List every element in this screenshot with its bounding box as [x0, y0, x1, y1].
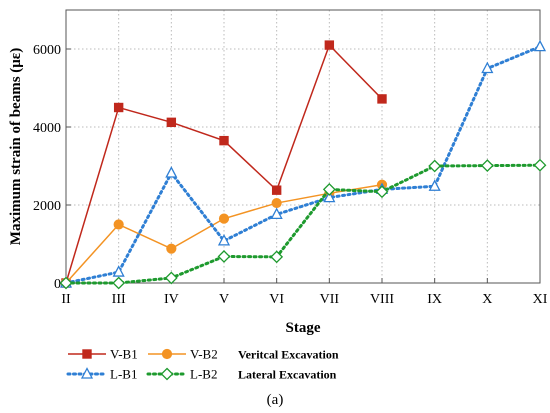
point-circle: [218, 213, 230, 224]
point-square: [271, 185, 282, 195]
point-triangle: [533, 39, 547, 52]
x-tick-label: IV: [164, 292, 179, 307]
point-circle: [113, 219, 124, 230]
point-triangle: [270, 207, 283, 220]
point-diamond: [164, 271, 178, 285]
legend-label: V-B2: [190, 347, 218, 362]
point-triangle: [217, 233, 231, 246]
x-axis-title: Stage: [286, 320, 321, 336]
series-l-b2: [59, 158, 547, 290]
x-tick-label: V: [219, 292, 229, 307]
point-triangle: [165, 166, 178, 178]
point-triangle: [323, 190, 336, 203]
legend-group-label: Veritcal Excavation: [238, 348, 339, 362]
x-tick-label: II: [61, 292, 71, 307]
point-square: [219, 135, 229, 146]
grid-lines: [66, 10, 540, 283]
legend-group-label: Lateral Excavation: [238, 368, 337, 382]
point-diamond: [59, 276, 73, 290]
x-tick-label: III: [112, 292, 126, 307]
point-circle: [161, 348, 173, 360]
point-triangle: [112, 265, 125, 277]
y-axis-ticks: 0 2000 4000 6000: [33, 43, 71, 292]
point-diamond: [112, 276, 126, 290]
y-axis-title: Maximum strain of beams (με): [8, 48, 24, 245]
legend-label: L-B2: [190, 367, 217, 382]
point-circle: [166, 243, 177, 254]
series-l-b1: [59, 39, 547, 288]
point-diamond: [428, 159, 442, 173]
series-layer: [59, 39, 547, 290]
point-square: [82, 349, 92, 359]
y-tick-label: 4000: [33, 121, 61, 136]
point-square: [324, 40, 335, 50]
point-triangle: [428, 179, 441, 191]
figure-caption: (a): [267, 392, 284, 408]
plot-frame: [65, 9, 541, 284]
y-tick-label: 2000: [33, 199, 61, 214]
legend: V-B1 V-B2 Veritcal Excavation L-B1 L-B2 Later…: [66, 347, 339, 382]
point-diamond: [322, 182, 336, 196]
x-tick-label: XI: [533, 292, 548, 307]
x-tick-label: X: [482, 292, 492, 307]
x-tick-label: VIII: [370, 292, 394, 307]
x-tick-label: IX: [427, 292, 442, 307]
point-triangle: [80, 367, 94, 379]
point-diamond: [217, 250, 231, 263]
point-diamond: [160, 367, 174, 381]
legend-label: L-B1: [110, 367, 137, 382]
point-square: [113, 102, 124, 113]
series-v-b1: [61, 40, 387, 288]
point-diamond: [375, 185, 389, 199]
point-square: [166, 117, 177, 128]
y-tick-label: 0: [54, 277, 61, 292]
point-circle: [271, 197, 282, 209]
x-tick-label: VI: [269, 292, 284, 307]
x-tick-label: VII: [320, 292, 340, 307]
point-diamond: [480, 159, 494, 173]
point-triangle: [481, 61, 494, 74]
point-square: [377, 94, 387, 104]
point-diamond: [270, 250, 284, 264]
y-tick-label: 6000: [33, 43, 61, 58]
point-diamond: [533, 158, 547, 172]
series-line: [64, 45, 542, 285]
legend-label: V-B1: [110, 347, 138, 362]
series-line: [64, 163, 542, 285]
